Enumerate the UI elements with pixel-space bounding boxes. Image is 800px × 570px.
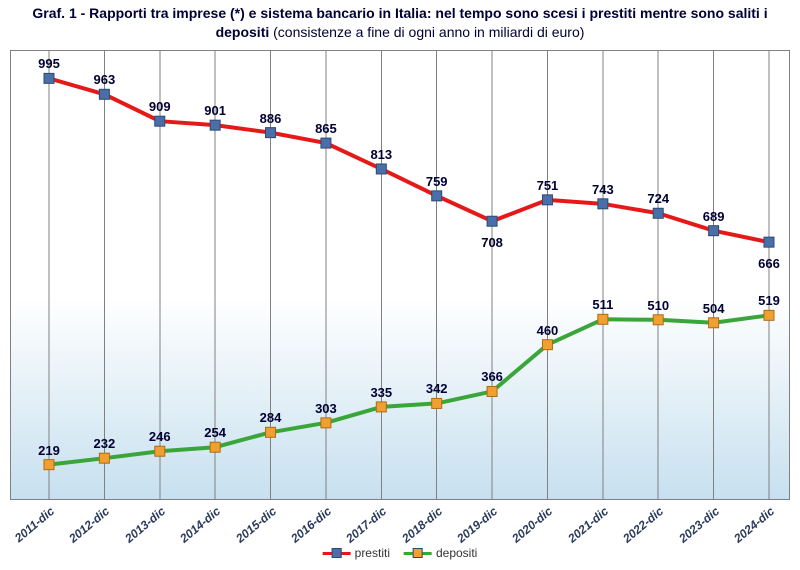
chart-svg bbox=[11, 51, 789, 499]
marker-depositi bbox=[764, 310, 774, 320]
marker-prestiti bbox=[321, 138, 331, 148]
marker-depositi bbox=[432, 398, 442, 408]
x-axis-label: 2012-dic bbox=[67, 504, 113, 546]
data-label-depositi: 342 bbox=[426, 381, 448, 396]
data-label-depositi: 335 bbox=[370, 385, 392, 400]
marker-depositi bbox=[321, 418, 331, 428]
legend-swatch bbox=[404, 552, 432, 555]
data-label-depositi: 511 bbox=[592, 297, 613, 312]
x-axis-label: 2016-dic bbox=[288, 504, 334, 546]
marker-prestiti bbox=[155, 116, 165, 126]
marker-depositi bbox=[653, 315, 663, 325]
legend-swatch bbox=[323, 552, 351, 555]
data-label-depositi: 460 bbox=[537, 323, 559, 338]
marker-prestiti bbox=[376, 164, 386, 174]
marker-depositi bbox=[266, 427, 276, 437]
x-axis-label: 2022-dic bbox=[620, 504, 666, 546]
data-label-depositi: 254 bbox=[204, 425, 226, 440]
data-label-depositi: 219 bbox=[38, 443, 60, 458]
x-axis-label: 2019-dic bbox=[454, 504, 500, 546]
legend: prestiti depositi bbox=[323, 546, 478, 560]
chart-title: Graf. 1 - Rapporti tra imprese (*) e sis… bbox=[10, 4, 790, 42]
data-label-prestiti: 865 bbox=[315, 121, 337, 136]
marker-prestiti bbox=[542, 195, 552, 205]
marker-depositi bbox=[542, 340, 552, 350]
marker-prestiti bbox=[99, 89, 109, 99]
x-axis-label: 2015-dic bbox=[233, 504, 279, 546]
x-axis-label: 2020-dic bbox=[510, 504, 556, 546]
marker-depositi bbox=[155, 446, 165, 456]
marker-depositi bbox=[598, 314, 608, 324]
chart-container: Graf. 1 - Rapporti tra imprese (*) e sis… bbox=[0, 0, 800, 570]
data-label-prestiti: 886 bbox=[260, 111, 282, 126]
marker-prestiti bbox=[709, 226, 719, 236]
legend-label: prestiti bbox=[355, 546, 390, 560]
x-axis-label: 2014-dic bbox=[177, 504, 223, 546]
legend-marker-icon bbox=[413, 548, 423, 558]
legend-marker-icon bbox=[332, 548, 342, 558]
legend-item-prestiti: prestiti bbox=[323, 546, 390, 560]
data-label-depositi: 519 bbox=[758, 293, 780, 308]
data-label-prestiti: 689 bbox=[703, 209, 725, 224]
x-axis-label: 2024-dic bbox=[731, 504, 777, 546]
data-label-prestiti: 963 bbox=[94, 72, 116, 87]
legend-item-depositi: depositi bbox=[404, 546, 477, 560]
data-label-prestiti: 666 bbox=[758, 256, 780, 271]
data-label-prestiti: 708 bbox=[481, 235, 503, 250]
marker-depositi bbox=[44, 460, 54, 470]
data-label-depositi: 366 bbox=[481, 369, 503, 384]
data-label-prestiti: 909 bbox=[149, 99, 171, 114]
data-label-depositi: 510 bbox=[647, 298, 669, 313]
marker-depositi bbox=[99, 453, 109, 463]
data-label-prestiti: 995 bbox=[38, 56, 60, 71]
x-axis-label: 2017-dic bbox=[344, 504, 390, 546]
marker-depositi bbox=[487, 386, 497, 396]
marker-prestiti bbox=[598, 199, 608, 209]
data-label-depositi: 232 bbox=[94, 436, 116, 451]
x-axis-label: 2021-dic bbox=[565, 504, 611, 546]
chart-title-light: (consistenze a fine di ogni anno in mili… bbox=[269, 24, 584, 40]
data-label-depositi: 504 bbox=[703, 301, 725, 316]
x-axis-label: 2013-dic bbox=[122, 504, 168, 546]
x-axis-label: 2018-dic bbox=[399, 504, 445, 546]
legend-label: depositi bbox=[436, 546, 477, 560]
marker-prestiti bbox=[44, 73, 54, 83]
marker-prestiti bbox=[764, 237, 774, 247]
data-label-prestiti: 751 bbox=[537, 178, 559, 193]
data-label-prestiti: 813 bbox=[370, 147, 392, 162]
x-axis-label: 2023-dic bbox=[676, 504, 722, 546]
data-label-depositi: 246 bbox=[149, 429, 171, 444]
data-label-depositi: 303 bbox=[315, 401, 337, 416]
marker-prestiti bbox=[487, 216, 497, 226]
data-label-depositi: 284 bbox=[260, 410, 282, 425]
marker-depositi bbox=[709, 318, 719, 328]
data-label-prestiti: 759 bbox=[426, 174, 448, 189]
data-label-prestiti: 724 bbox=[647, 191, 669, 206]
data-label-prestiti: 743 bbox=[592, 182, 614, 197]
marker-depositi bbox=[210, 442, 220, 452]
x-axis-label: 2011-dic bbox=[12, 504, 57, 545]
plot-outer: 995 963 909 901 886 865 813 759 708 751 743 724 689 6… bbox=[10, 50, 790, 560]
data-label-prestiti: 901 bbox=[204, 103, 226, 118]
marker-prestiti bbox=[432, 191, 442, 201]
marker-prestiti bbox=[266, 128, 276, 138]
marker-depositi bbox=[376, 402, 386, 412]
plot-area: 995 963 909 901 886 865 813 759 708 751 743 724 689 6… bbox=[10, 50, 790, 500]
marker-prestiti bbox=[210, 120, 220, 130]
marker-prestiti bbox=[653, 208, 663, 218]
